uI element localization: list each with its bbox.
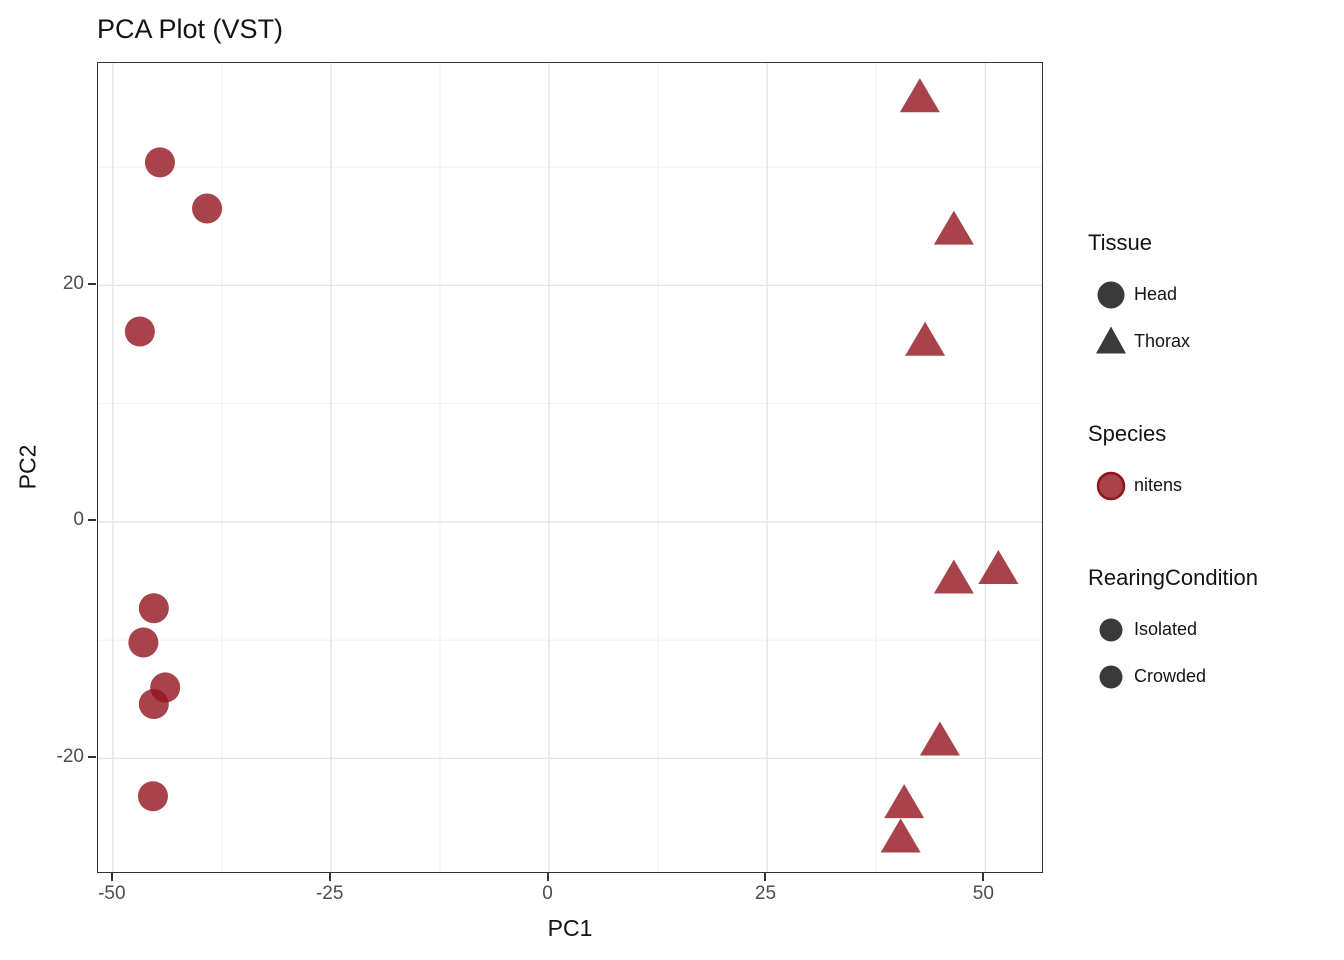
legend-label: nitens [1134, 475, 1183, 495]
x-tick-label: 0 [542, 883, 553, 904]
x-tick-label: 50 [972, 883, 994, 904]
x-tick-mark [546, 873, 549, 881]
scatter-point-triangle [933, 210, 974, 245]
legend-label: Crowded [1134, 666, 1207, 686]
y-tick-mark [88, 755, 96, 758]
circle-icon [1097, 281, 1125, 308]
legend: Tissue Head Thorax Species nitens RearingCond… [1088, 229, 1258, 755]
legend-item-thorax: Thorax [1088, 318, 1258, 365]
legend-group-rearingcondition: RearingCondition Isolated Crowded [1088, 564, 1258, 700]
scatter-point-triangle [884, 784, 925, 819]
scatter-point-circle [192, 193, 223, 224]
y-tick-label: 20 [62, 273, 84, 295]
scatter-point-triangle [978, 549, 1019, 585]
plot-title: PCA Plot (VST) [97, 14, 284, 44]
legend-glyph-cell [1088, 325, 1134, 359]
legend-glyph-cell [1088, 613, 1134, 647]
legend-label: Head [1134, 284, 1178, 304]
legend-group-tissue: Tissue Head Thorax [1088, 229, 1258, 365]
scatter-point-triangle [919, 721, 960, 756]
scatter-point-triangle [933, 559, 974, 594]
circle-glyph-icon [1099, 665, 1123, 688]
y-tick-mark [88, 283, 96, 286]
plot-panel [97, 62, 1043, 873]
scatter-point-triangle [899, 78, 940, 113]
scatter-point-triangle [880, 818, 921, 853]
x-tick-mark [982, 873, 985, 881]
triangle-glyph-icon [1096, 326, 1126, 353]
scatter-point-triangle [905, 321, 946, 356]
x-tick-mark [110, 873, 113, 881]
legend-title: Tissue [1088, 230, 1152, 255]
legend-title: Species [1088, 421, 1167, 446]
legend-group-species: Species nitens [1088, 420, 1258, 509]
circle-icon [1099, 618, 1123, 641]
scatter-point-circle [138, 688, 169, 720]
legend-label: Isolated [1134, 619, 1198, 639]
circle-glyph-icon [1099, 618, 1123, 641]
x-tick-label: -50 [98, 883, 126, 904]
scatter-point-circle [137, 781, 168, 812]
legend-item-head: Head [1088, 271, 1258, 318]
x-tick-label: -25 [315, 883, 344, 904]
x-tick-mark [328, 873, 331, 881]
circle-icon [1096, 471, 1126, 500]
triangle-icon [1096, 326, 1126, 353]
scatter-point-circle [138, 593, 169, 624]
legend-item-crowded: Crowded [1088, 653, 1258, 700]
scatter-plot-canvas [98, 63, 1042, 872]
legend-glyph-cell [1088, 660, 1134, 694]
scatter-point-circle [144, 147, 175, 178]
y-tick-label: -20 [56, 745, 84, 767]
y-tick-label: 0 [73, 509, 84, 531]
circle-glyph-icon [1097, 281, 1125, 308]
legend-title: RearingCondition [1088, 565, 1258, 590]
circle-glyph-icon [1096, 471, 1126, 500]
scatter-point-circle [124, 316, 155, 347]
legend-glyph-cell [1088, 469, 1134, 503]
scatter-point-circle [128, 627, 159, 658]
x-tick-mark [764, 873, 767, 881]
legend-label: Thorax [1134, 331, 1191, 351]
legend-item-nitens: nitens [1088, 462, 1258, 509]
legend-item-isolated: Isolated [1088, 606, 1258, 653]
circle-icon [1099, 665, 1123, 688]
legend-glyph-cell [1088, 278, 1134, 312]
y-tick-mark [88, 519, 96, 522]
y-axis-title: PC2 [14, 444, 41, 490]
x-axis-title: PC1 [547, 915, 593, 941]
x-tick-label: 25 [754, 883, 777, 904]
